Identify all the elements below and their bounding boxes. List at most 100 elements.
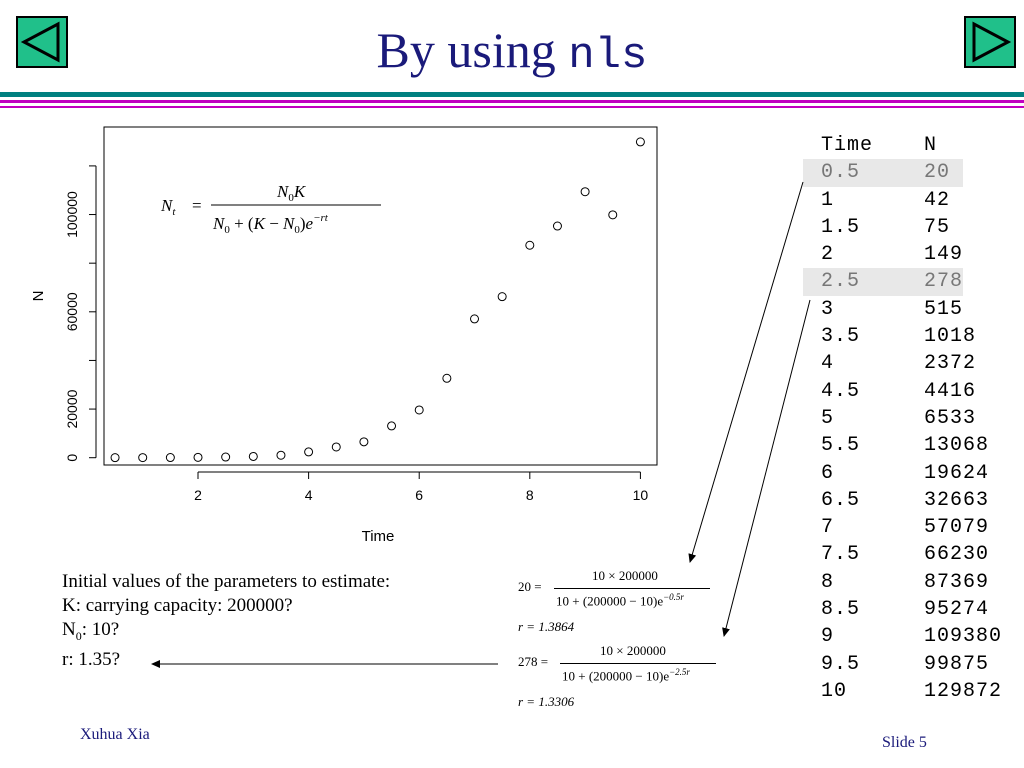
data-point: [331, 442, 341, 452]
arrow-row-2-5: [722, 299, 811, 637]
table-cell-n: 42: [924, 188, 951, 212]
table-cell-n: 515: [924, 297, 964, 321]
data-point: [525, 240, 535, 250]
equation-1-lhs: 20 =: [518, 579, 542, 594]
divider-magenta: [0, 100, 1024, 103]
table-row: 3 515: [803, 296, 963, 323]
table-cell-time: 7.5: [821, 543, 861, 567]
data-point: [414, 405, 424, 415]
initial-values-line-1: Initial values of the parameters to esti…: [62, 571, 391, 592]
table-cell-time: 8.5: [821, 598, 861, 622]
equation-1-fraction-bar: [554, 588, 710, 589]
equation-2-lhs: 278 =: [518, 654, 549, 669]
y-tick-label: 20000: [64, 389, 80, 428]
table-row: 6 19624: [803, 460, 988, 487]
triangle-right-icon: [972, 21, 1012, 63]
data-table: Time N 0.5 20 1 42 1.5 75 2 149 2.5 278 3 515 3.5 101…: [803, 132, 1001, 705]
divider-magenta-thin: [0, 106, 1024, 108]
table-cell-time: 4: [821, 352, 835, 376]
data-point: [110, 453, 120, 463]
equation-2-result: r = 1.3306: [518, 694, 575, 709]
initial-values-line-3: N0: 10?: [62, 619, 120, 643]
title-text: By using: [376, 22, 556, 78]
equation-2-denominator: 10 + (200000 − 10)e−2.5r: [562, 667, 690, 684]
formula-denominator: N0 + (K − N0)e−rt: [212, 212, 329, 236]
table-cell-n: 6533: [924, 406, 977, 430]
table-row: 1 42: [803, 187, 963, 214]
table-row: 1.5 75: [803, 214, 963, 241]
data-point: [221, 452, 231, 462]
chart-axes: 2 4 6 8 10 0 20000 60000 100000: [64, 165, 649, 503]
table-cell-time: 7: [821, 516, 835, 540]
table-cell-time: 3.5: [821, 325, 861, 349]
table-cell-n: 99875: [924, 652, 990, 676]
table-cell-n: 20: [924, 161, 951, 185]
formula-lhs: Nt: [160, 196, 176, 218]
table-cell-time: 8: [821, 570, 835, 594]
equation-1-numerator: 10 × 200000: [592, 568, 658, 583]
table-row: 7.5 66230: [803, 541, 988, 568]
table-header: Time N: [803, 132, 963, 159]
table-row: 6.5 32663: [803, 487, 988, 514]
arrow-row-0-5: [688, 181, 804, 563]
data-point: [580, 187, 590, 197]
x-tick-label: 6: [415, 487, 423, 503]
table-row: 8.5 95274: [803, 596, 988, 623]
data-point: [470, 314, 480, 324]
initial-values-line-2: K: carrying capacity: 200000?: [62, 595, 293, 616]
data-point: [359, 437, 369, 447]
table-row: 7 57079: [803, 514, 988, 541]
table-cell-n: 87369: [924, 570, 990, 594]
data-point: [552, 221, 562, 231]
divider-teal: [0, 92, 1024, 97]
x-axis-label: Time: [362, 528, 395, 545]
table-cell-time: 6: [821, 461, 835, 485]
next-slide-button[interactable]: [964, 16, 1016, 68]
table-cell-n: 32663: [924, 488, 990, 512]
table-row: 9.5 99875: [803, 651, 988, 678]
table-cell-time: 1.5: [821, 215, 861, 239]
equation-2-numerator: 10 × 200000: [600, 643, 666, 658]
x-tick-label: 8: [526, 487, 534, 503]
title-code: nls: [568, 31, 648, 81]
table-row: 5 6533: [803, 405, 975, 432]
table-cell-n: 149: [924, 243, 964, 267]
initial-values-line-4: r: 1.35?: [62, 648, 121, 670]
plot-frame: [103, 126, 658, 466]
table-cell-time: 9: [821, 625, 835, 649]
scatter-chart: 2 4 6 8 10 0 20000 60000 100000 Time N Nt = N0K …: [30, 126, 658, 545]
table-row: 4.5 4416: [803, 378, 975, 405]
y-axis-label: N: [30, 291, 47, 302]
table-row: 2 149: [803, 241, 963, 268]
data-point: [248, 451, 258, 461]
equation-1-result: r = 1.3864: [518, 619, 575, 634]
data-point: [193, 452, 203, 462]
table-row: 9 109380: [803, 623, 1001, 650]
equation-1-denominator: 10 + (200000 − 10)e−0.5r: [556, 592, 684, 609]
table-body: 0.5 20 1 42 1.5 75 2 149 2.5 278 3 515 3.5 1018 4 2372 4…: [803, 159, 1001, 705]
y-tick-label: 100000: [64, 191, 80, 238]
footer-author: Xuhua Xia: [80, 726, 150, 743]
x-tick-label: 10: [633, 487, 649, 503]
table-cell-n: 1018: [924, 325, 977, 349]
table-row: 2.5 278: [803, 268, 963, 296]
footer-slide-number: Slide 5: [882, 734, 927, 751]
data-point: [276, 450, 286, 460]
table-cell-time: 6.5: [821, 488, 861, 512]
table-cell-time: 2.5: [821, 270, 861, 294]
formula-numerator: N0K: [276, 182, 307, 204]
table-row: 10 129872: [803, 678, 1001, 705]
previous-slide-button[interactable]: [16, 16, 68, 68]
slide-title: By using nls: [0, 22, 1024, 84]
triangle-left-icon: [20, 21, 60, 63]
data-point: [165, 453, 175, 463]
table-cell-time: 9.5: [821, 652, 861, 676]
data-point: [387, 421, 397, 431]
table-cell-n: 19624: [924, 461, 990, 485]
data-point: [635, 137, 645, 147]
initial-values-text: Initial values of the parameters to esti…: [62, 570, 390, 672]
data-point: [442, 373, 452, 383]
table-row: 5.5 13068: [803, 432, 988, 459]
table-row: 3.5 1018: [803, 323, 975, 350]
equation-2-fraction-bar: [560, 663, 716, 664]
